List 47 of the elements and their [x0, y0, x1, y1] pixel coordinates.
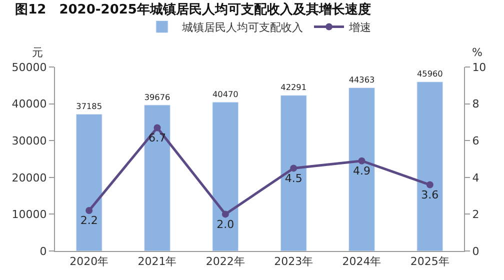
y-tick-label: 30000: [12, 134, 47, 148]
y2-tick-label: 6: [472, 134, 480, 148]
point: [290, 164, 298, 172]
data-label: 4.5: [284, 172, 302, 185]
data-label: 40470: [212, 88, 238, 99]
y2-tick-label: 4: [472, 171, 480, 184]
data-label: 4.9: [353, 164, 370, 178]
x-tick-label: 2024年: [342, 255, 382, 268]
bar: [144, 104, 170, 251]
legend-label: 城镇居民人均可支配收入: [181, 21, 303, 34]
point: [426, 181, 434, 188]
y2-tick-label: 0: [472, 244, 480, 258]
chart-title: 图12 2020-2025年城镇居民人均可支配收入及其增长速度: [15, 1, 371, 18]
bar: [76, 114, 102, 251]
y-axis-title: 元: [32, 46, 43, 59]
data-label: 44363: [348, 74, 375, 85]
bar: [212, 102, 239, 251]
data-label: 6.7: [148, 131, 166, 144]
bar: [416, 82, 444, 251]
data-label: 45960: [416, 68, 443, 79]
y2-tick-label: 10: [472, 60, 486, 74]
x-tick-label: 2021年: [138, 255, 177, 268]
x-tick-label: 2020年: [70, 255, 109, 268]
data-label: 37185: [76, 100, 102, 111]
y2-tick-label: 2: [472, 208, 480, 222]
y-tick-label: 0: [40, 244, 47, 258]
bar: [280, 95, 307, 251]
legend-label: 增速: [348, 21, 371, 34]
y-tick-label: 20000: [12, 171, 47, 184]
y-tick-label: 40000: [12, 98, 47, 111]
point: [222, 210, 229, 218]
y-tick-label: 50000: [12, 60, 47, 74]
y2-axis-title: %: [472, 46, 482, 59]
point: [154, 124, 161, 132]
point: [86, 207, 93, 214]
x-tick-label: 2023年: [274, 255, 314, 268]
data-label: 2.0: [216, 218, 234, 231]
data-label: 2.2: [80, 214, 98, 228]
x-tick-label: 2025年: [410, 255, 450, 268]
data-label: 42291: [280, 82, 307, 92]
data-label: 3.6: [421, 188, 439, 202]
point: [358, 157, 366, 164]
data-label: 39676: [144, 92, 170, 102]
y2-tick-label: 8: [472, 98, 480, 111]
x-tick-label: 2022年: [206, 255, 245, 268]
bar: [348, 87, 375, 251]
y-tick-label: 10000: [12, 208, 47, 222]
